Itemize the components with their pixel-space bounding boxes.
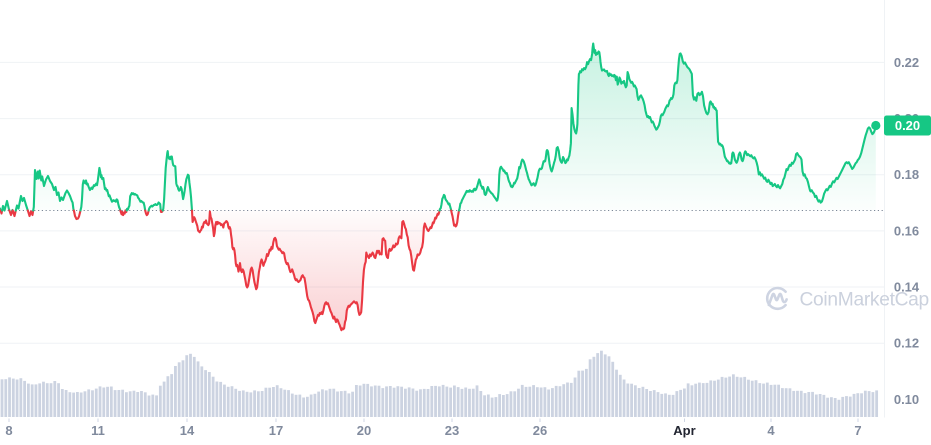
svg-text:0.12: 0.12 bbox=[894, 336, 919, 351]
svg-text:0.22: 0.22 bbox=[894, 55, 919, 70]
svg-text:0.16: 0.16 bbox=[894, 223, 919, 238]
svg-text:0.20: 0.20 bbox=[895, 118, 920, 133]
svg-text:8: 8 bbox=[5, 423, 12, 438]
svg-text:CoinMarketCap: CoinMarketCap bbox=[800, 290, 929, 311]
svg-text:26: 26 bbox=[533, 423, 547, 438]
svg-text:0.14: 0.14 bbox=[894, 280, 920, 295]
svg-text:20: 20 bbox=[357, 423, 371, 438]
svg-text:11: 11 bbox=[91, 423, 105, 438]
svg-text:0.18: 0.18 bbox=[894, 167, 919, 182]
svg-text:23: 23 bbox=[445, 423, 459, 438]
svg-text:7: 7 bbox=[854, 423, 861, 438]
svg-text:Apr: Apr bbox=[673, 423, 695, 438]
svg-text:17: 17 bbox=[269, 423, 283, 438]
svg-text:14: 14 bbox=[180, 423, 195, 438]
svg-text:0.10: 0.10 bbox=[894, 392, 919, 407]
svg-text:4: 4 bbox=[767, 423, 775, 438]
